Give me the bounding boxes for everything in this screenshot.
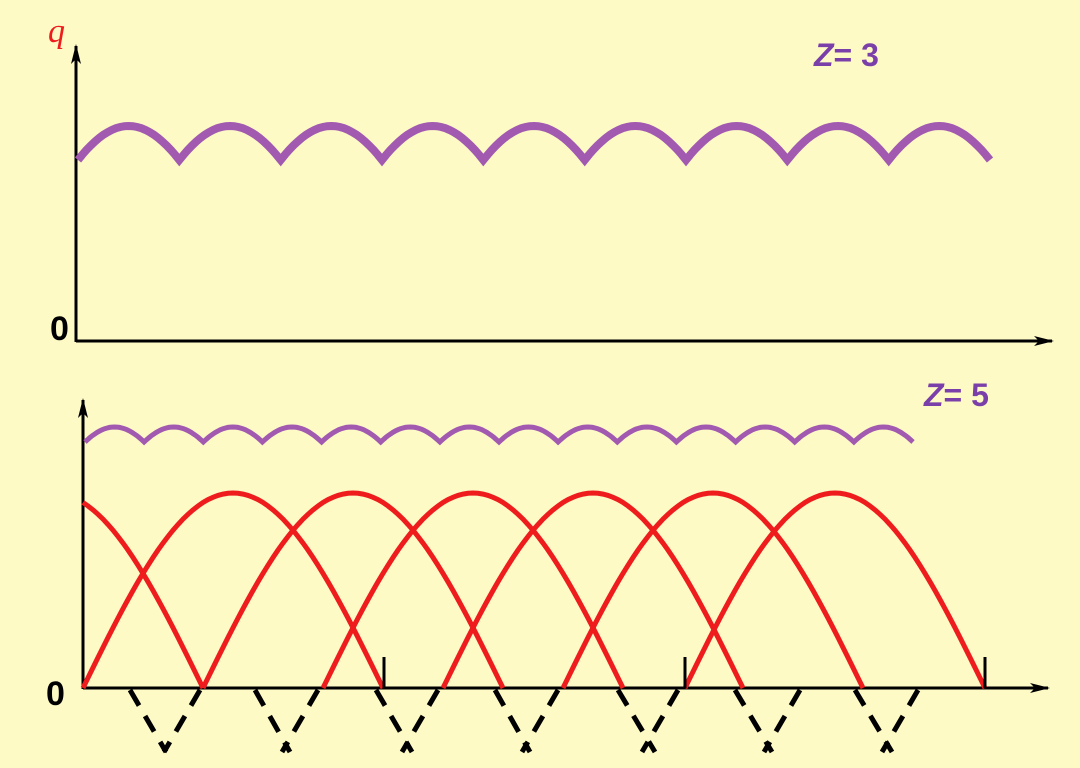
negative-half-dash	[161, 688, 203, 754]
negative-half-dash	[519, 688, 561, 754]
piston-arc	[560, 490, 866, 690]
bottom-origin-label: 0	[46, 675, 65, 713]
bottom-z-symbol: Z	[923, 377, 945, 413]
top-z-label: Z= 3	[813, 37, 879, 73]
negative-half-dash	[639, 688, 681, 754]
negative-half-dash	[279, 688, 321, 754]
piston-arc	[200, 490, 506, 690]
top-z-symbol: Z	[813, 37, 835, 73]
negative-half-dash	[399, 688, 441, 754]
piston-arc	[81, 500, 206, 690]
bottom-flow-ripple	[83, 424, 915, 446]
negative-half-dash	[615, 688, 658, 754]
negative-half-dash	[879, 688, 921, 754]
negative-half-dashes	[127, 688, 921, 754]
negative-half-dash	[492, 688, 533, 754]
top-flow-ripple	[74, 121, 994, 167]
negative-half-dash	[761, 688, 803, 754]
negative-half-dash	[127, 688, 169, 754]
negative-half-dash	[252, 688, 293, 754]
q-axis-label: q	[48, 13, 65, 50]
piston-arc	[80, 490, 386, 690]
bottom-z-value: = 5	[944, 377, 989, 413]
top-z-value: = 3	[834, 37, 879, 73]
top-panel: q 0 Z= 3	[48, 13, 1054, 348]
top-origin-label: 0	[50, 310, 69, 348]
piston-arc	[682, 490, 988, 690]
bottom-z-label: Z= 5	[923, 377, 989, 413]
piston-arc	[440, 490, 746, 690]
bottom-panel: 0 Z= 5	[46, 377, 1050, 754]
piston-arc	[320, 490, 626, 690]
piston-flow-arcs	[80, 490, 988, 690]
negative-half-dash	[373, 688, 415, 754]
negative-half-dash	[732, 688, 775, 754]
